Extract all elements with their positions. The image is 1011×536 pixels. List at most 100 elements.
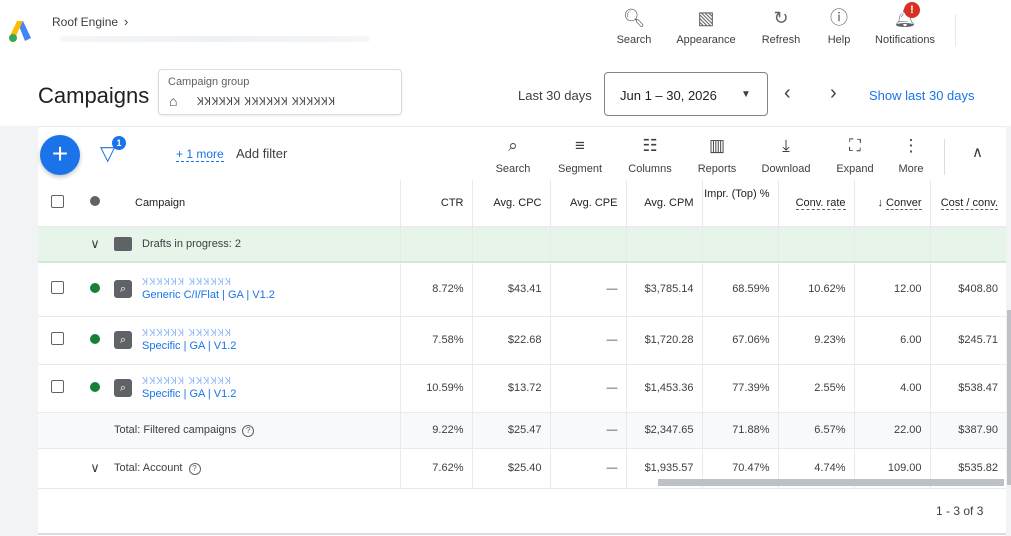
reports-icon: ▥ [708,136,726,155]
col-ctr[interactable]: CTR [399,180,472,227]
search-icon: ⌕ [508,136,518,155]
col-conversions-label: Conver [886,196,922,210]
more-vert-icon: ⋮ [902,136,920,155]
vertical-scrollbar[interactable] [1007,310,1011,485]
cell-conv-rate: 9.23% [777,316,854,365]
cell-ctr: 7.58% [399,316,472,365]
cell-impr-top: 67.06% [701,316,778,365]
col-campaign[interactable]: Campaign [114,180,400,227]
drafts-row[interactable]: ∨ Drafts in progress: 2 [38,226,1006,263]
show-last-30-days-link[interactable]: Show last 30 days [869,88,975,103]
col-avg-cpc[interactable]: Avg. CPC [471,180,550,227]
toolbar-help-button[interactable]: ⓘ Help [824,6,854,46]
row-checkbox[interactable] [50,332,64,345]
table-row[interactable]: ⌕ ꞰꞰꞰꞰꞰꞰ ꞰꞰꞰꞰꞰꞰ Generic C/I/Flat | GA | … [38,262,1006,317]
campaign-group-selector[interactable]: Campaign group ⌂ ꞰꞰꞰꞰꞰꞰ ꞰꞰꞰꞰꞰꞰ ꞰꞰꞰꞰꞰꞰ [158,69,402,115]
chevron-down-icon[interactable]: ∨ [76,226,114,263]
account-selector[interactable]: Roof Engine › [52,14,128,29]
next-period-button[interactable]: › [830,82,837,104]
chevron-down-icon[interactable]: ∨ [76,448,114,489]
google-ads-logo-icon[interactable] [8,20,32,42]
download-button[interactable]: ⤓ Download [758,135,814,175]
account-cell-ctr: 7.62% [399,448,472,489]
expand-button[interactable]: ⛶ Expand [833,135,877,175]
cell-avg-cpm: $1,453.36 [625,364,702,413]
cell-impr-top: 68.59% [701,262,778,317]
cell-avg-cpe: — [549,262,626,317]
notifications-badge: ! [904,2,920,18]
col-conv-rate-label: Conv. rate [795,196,846,210]
toolbar-search-label: Search [616,34,652,46]
date-range-label: Last 30 days [518,88,592,103]
horizontal-scrollbar[interactable] [658,479,1004,486]
total-account-label: Total: Account [114,461,183,474]
cell-avg-cpm: $1,720.28 [625,316,702,365]
help-icon[interactable]: ? [242,424,255,437]
add-filter-button[interactable]: Add filter [236,146,288,161]
download-label: Download [761,163,811,175]
cell-ctr: 8.72% [399,262,472,317]
cell-avg-cpc: $13.72 [471,364,550,413]
col-impr-top[interactable]: Impr. (Top) % [701,180,778,227]
reports-button[interactable]: ▥ Reports [694,135,740,175]
col-avg-cpe[interactable]: Avg. CPE [549,180,626,227]
total-cell-conv-rate: 6.57% [777,412,854,449]
search-campaign-icon: ⌕ [114,280,132,299]
add-campaign-button[interactable]: + [40,135,80,175]
select-all-checkbox[interactable] [50,194,64,208]
account-cell-avg-cpe: — [549,448,626,489]
campaign-name-link[interactable]: ꞰꞰꞰꞰꞰꞰ ꞰꞰꞰꞰꞰꞰ Specific | GA | V1.2 [142,327,236,353]
account-avatar-area[interactable] [955,14,997,46]
expand-icon: ⛶ [849,136,861,155]
refresh-icon: ↻ [773,8,789,28]
toolbar-notifications-label: Notifications [875,34,935,46]
cell-impr-top: 77.39% [701,364,778,413]
table-row[interactable]: ⌕ ꞰꞰꞰꞰꞰꞰ ꞰꞰꞰꞰꞰꞰ Specific | GA | V1.2 10.… [38,364,1006,413]
card-bottom-divider [38,533,1006,535]
search-campaign-icon: ⌕ [114,331,132,349]
col-conversions[interactable]: ↓ Conver [853,180,930,227]
col-avg-cpm[interactable]: Avg. CPM [625,180,702,227]
columns-button[interactable]: ☷ Columns [625,135,675,175]
cell-avg-cpc: $22.68 [471,316,550,365]
cell-conversions: 12.00 [853,262,930,317]
more-filters-link[interactable]: + 1 more [176,147,224,162]
cell-avg-cpc: $43.41 [471,262,550,317]
drafts-label: Drafts in progress: 2 [142,237,242,250]
toolbar-refresh-button[interactable]: ↻ Refresh [758,6,804,46]
filter-icon[interactable]: ▽ [100,143,116,165]
toolbar-appearance-button[interactable]: ▧ Appearance [673,6,739,46]
campaign-name-link[interactable]: ꞰꞰꞰꞰꞰꞰ ꞰꞰꞰꞰꞰꞰ Generic C/I/Flat | GA | V1… [142,276,275,302]
campaign-group-value: ꞰꞰꞰꞰꞰꞰ ꞰꞰꞰꞰꞰꞰ ꞰꞰꞰꞰꞰꞰ [197,96,336,108]
campaign-name-redacted: ꞰꞰꞰꞰꞰꞰ ꞰꞰꞰꞰꞰꞰ [142,328,233,339]
help-icon[interactable]: ? [188,462,201,475]
campaign-group-label: Campaign group [168,76,250,88]
segment-label: Segment [557,163,603,175]
campaign-name-link[interactable]: ꞰꞰꞰꞰꞰꞰ ꞰꞰꞰꞰꞰꞰ Specific | GA | V1.2 [142,375,236,401]
col-cost-conv[interactable]: Cost / conv. [929,180,1006,227]
segment-button[interactable]: ≡ Segment [554,135,606,175]
cell-cost-conv: $538.47 [929,364,1006,413]
toolbar-search-button[interactable]: 🔍︎ Search [613,6,655,46]
row-checkbox[interactable] [50,281,64,295]
col-conv-rate[interactable]: Conv. rate [777,180,854,227]
campaigns-table-card: + ▽ 1 + 1 more Add filter ⌕ Search ≡ Seg… [38,126,1006,536]
status-enabled-icon [90,333,100,344]
total-cell-avg-cpc: $25.47 [471,412,550,449]
row-checkbox[interactable] [50,380,64,393]
account-name: Roof Engine [52,15,119,29]
search-campaign-icon: ⌕ [114,379,132,397]
previous-period-button[interactable]: ‹ [784,82,791,104]
col-cost-conv-label: Cost / conv. [940,196,998,210]
more-button[interactable]: ⋮ More [895,135,927,175]
table-row[interactable]: ⌕ ꞰꞰꞰꞰꞰꞰ ꞰꞰꞰꞰꞰꞰ Specific | GA | V1.2 7.5… [38,316,1006,365]
columns-label: Columns [628,163,672,175]
cell-conv-rate: 2.55% [777,364,854,413]
more-label: More [898,163,924,175]
home-icon: ⌂ [169,93,178,109]
table-search-button[interactable]: ⌕ Search [493,135,533,175]
total-cell-avg-cpm: $2,347.65 [625,412,702,449]
date-range-picker[interactable]: Jun 1 – 30, 2026 ▼ [604,72,768,116]
collapse-chevron-up-icon[interactable]: ∧ [972,144,983,161]
toolbar-notifications-button[interactable]: 🔔︎ ! Notifications [868,2,942,46]
